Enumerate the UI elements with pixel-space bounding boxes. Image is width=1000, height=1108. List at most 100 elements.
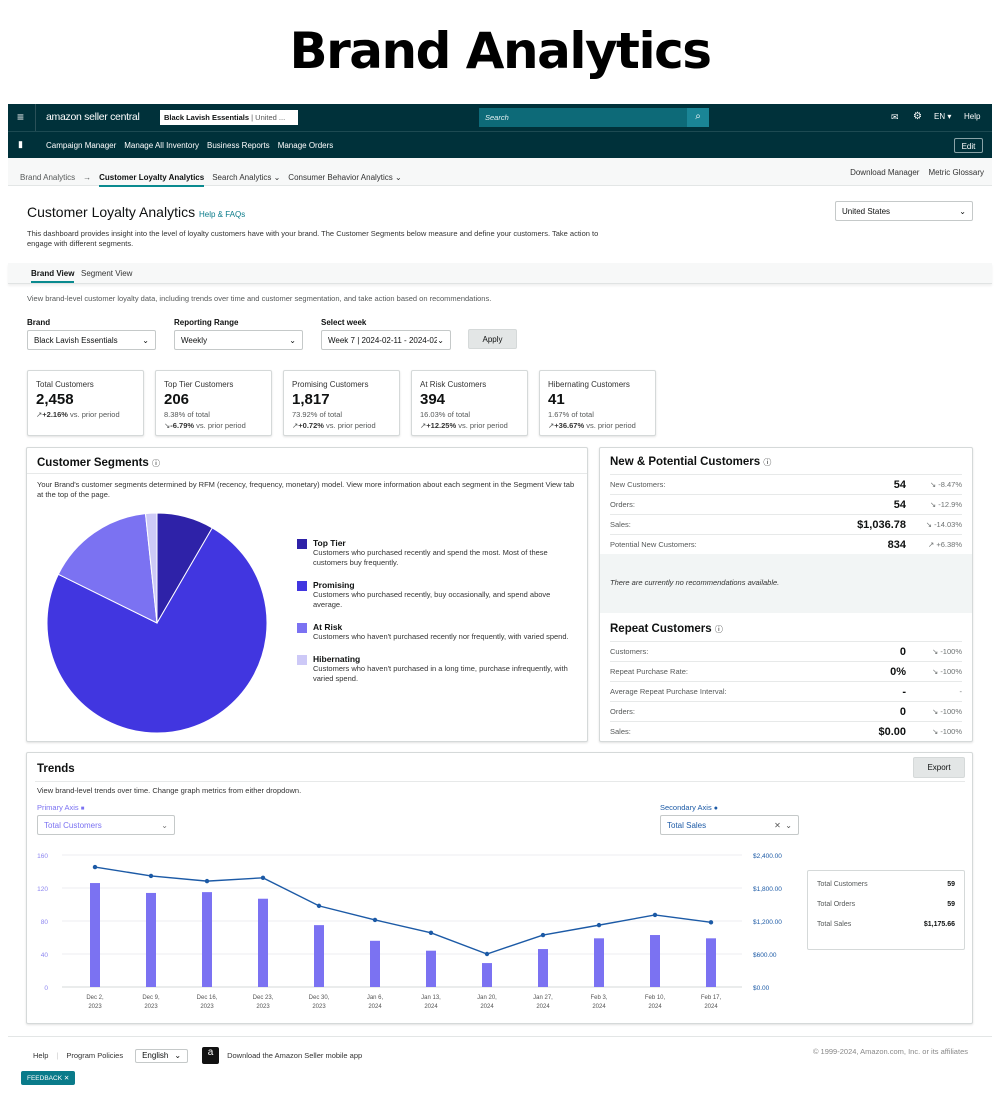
- help-link[interactable]: Help: [964, 112, 981, 121]
- line-point[interactable]: [596, 922, 602, 928]
- bar[interactable]: [594, 938, 604, 987]
- gear-icon[interactable]: ⚙: [913, 111, 922, 122]
- line-point[interactable]: [260, 875, 266, 881]
- trend-up-icon: ↗: [420, 421, 427, 430]
- footer-program-policies-link[interactable]: Program Policies: [66, 1051, 124, 1060]
- line-point[interactable]: [652, 912, 658, 918]
- line-point[interactable]: [204, 878, 210, 884]
- brand-label: Brand: [27, 318, 51, 327]
- kpi-change-value: +2.16%: [42, 410, 68, 419]
- bar[interactable]: [146, 892, 156, 987]
- info-icon[interactable]: ⓘ: [714, 625, 723, 634]
- clear-icon[interactable]: ✕ ⌄: [774, 820, 792, 830]
- x-tick-year: 2024: [424, 1004, 438, 1010]
- help-faqs-link[interactable]: Help & FAQs: [198, 210, 246, 219]
- edit-button[interactable]: Edit: [954, 138, 983, 153]
- metric-value: 834: [887, 538, 906, 551]
- mobile-app-link[interactable]: Download the Amazon Seller mobile app: [227, 1051, 363, 1060]
- nav-manage-orders[interactable]: Manage Orders: [277, 141, 334, 150]
- bar[interactable]: [370, 940, 380, 987]
- info-icon[interactable]: ⓘ: [152, 459, 161, 468]
- line-point[interactable]: [372, 917, 378, 923]
- legend-desc: Customers who haven't purchased recently…: [313, 632, 569, 641]
- language-value: English: [142, 1051, 169, 1060]
- kpi-card[interactable]: Top Tier Customers 206 8.38% of total ↘-6.7…: [155, 370, 272, 436]
- kpi-share: 1.67% of total: [548, 410, 594, 419]
- nav-manage-inventory[interactable]: Manage All Inventory: [124, 141, 199, 150]
- pie-slice-hibernating[interactable]: [144, 512, 158, 624]
- bar[interactable]: [314, 925, 324, 987]
- reporting-range-select[interactable]: Weekly ⌄: [174, 330, 303, 350]
- nav-campaign-manager[interactable]: Campaign Manager: [46, 141, 117, 150]
- metric-row: Orders: 0 ↘ -100%: [610, 701, 962, 721]
- feedback-button[interactable]: FEEDBACK ✕: [21, 1071, 76, 1085]
- country-select[interactable]: United States ⌄: [835, 201, 973, 221]
- metric-label: Sales:: [610, 520, 631, 529]
- consumer-behavior-menu[interactable]: Consumer Behavior Analytics ⌄: [288, 173, 402, 182]
- trend-down-icon: ↘: [164, 421, 171, 430]
- line-point[interactable]: [92, 864, 98, 870]
- search-input[interactable]: Search: [479, 108, 687, 127]
- search-analytics-menu[interactable]: Search Analytics ⌄: [212, 173, 281, 182]
- search-icon[interactable]: ⌕: [687, 108, 709, 127]
- kpi-card[interactable]: Hibernating Customers 41 1.67% of total ↗+3…: [539, 370, 656, 436]
- brand-value: Black Lavish Essentials: [34, 335, 118, 345]
- account-switcher[interactable]: Black Lavish Essentials | United ...: [160, 110, 298, 125]
- bar[interactable]: [482, 963, 492, 987]
- line-point[interactable]: [708, 920, 714, 925]
- line-point[interactable]: [316, 903, 322, 909]
- trends-title: Trends: [37, 763, 75, 775]
- line-point[interactable]: [484, 951, 490, 957]
- y-tick-label: 80: [41, 919, 49, 926]
- metric-glossary-link[interactable]: Metric Glossary: [928, 168, 984, 177]
- brand-select[interactable]: Black Lavish Essentials ⌄: [27, 330, 156, 350]
- line-point[interactable]: [428, 930, 434, 936]
- export-button[interactable]: Export: [913, 757, 965, 778]
- kpi-card[interactable]: At Risk Customers 394 16.03% of total ↗+12.…: [411, 370, 528, 436]
- kpi-card[interactable]: Promising Customers 1,817 73.92% of total ↗…: [283, 370, 400, 436]
- amazon-app-icon[interactable]: a: [202, 1047, 220, 1064]
- segments-title-text: Customer Segments: [37, 457, 149, 469]
- mail-icon[interactable]: ✉: [891, 112, 899, 122]
- x-tick-label: Jan 27,: [533, 995, 553, 1001]
- apply-button[interactable]: Apply: [468, 329, 517, 349]
- pie-slice-promising[interactable]: [46, 527, 268, 734]
- metric-change-value: -100%: [940, 707, 962, 716]
- bar[interactable]: [538, 949, 548, 987]
- x-tick-year: 2024: [592, 1004, 606, 1010]
- logo[interactable]: amazon seller central: [46, 111, 140, 123]
- kpi-share: 8.38% of total: [164, 410, 210, 419]
- trend-up-icon: ↗: [927, 540, 937, 549]
- bar[interactable]: [90, 883, 100, 987]
- tab-segment-view[interactable]: Segment View: [81, 269, 133, 278]
- breadcrumb-brand-analytics[interactable]: Brand Analytics: [20, 173, 76, 182]
- line-point[interactable]: [540, 932, 546, 938]
- search-analytics-label: Search Analytics: [212, 173, 272, 182]
- trend-up-icon: ↗: [292, 421, 299, 430]
- week-select[interactable]: Week 7 | 2024-02-11 - 2024-02- ⌄: [321, 330, 451, 350]
- bar[interactable]: [706, 938, 716, 987]
- footer-help-link[interactable]: Help: [33, 1051, 49, 1060]
- pie-slice-at-risk[interactable]: [57, 513, 158, 624]
- metric-row: Customers: 0 ↘ -100%: [610, 641, 962, 661]
- bookmark-icon[interactable]: ▮: [18, 139, 23, 149]
- language-menu[interactable]: EN ▾: [934, 112, 952, 121]
- bar[interactable]: [258, 898, 268, 987]
- kpi-value: 206: [164, 391, 190, 408]
- info-icon[interactable]: ⓘ: [763, 458, 772, 467]
- nav-business-reports[interactable]: Business Reports: [206, 141, 270, 150]
- menu-icon[interactable]: ≡: [17, 110, 25, 124]
- tab-brand-view[interactable]: Brand View: [31, 269, 75, 283]
- bar[interactable]: [202, 892, 212, 987]
- line-point[interactable]: [148, 873, 154, 879]
- download-manager-link[interactable]: Download Manager: [850, 168, 920, 177]
- breadcrumb-current[interactable]: Customer Loyalty Analytics: [99, 173, 205, 187]
- kpi-card[interactable]: Total Customers 2,458 ↗+2.16% vs. prior pe…: [27, 370, 144, 436]
- bar[interactable]: [650, 935, 660, 987]
- secondary-axis-select[interactable]: Total Sales ✕ ⌄: [660, 815, 799, 835]
- y2-tick-label: $2,400.00: [753, 853, 782, 860]
- page-description: This dashboard provides insight into the…: [27, 229, 599, 248]
- primary-axis-select[interactable]: Total Customers ⌄: [37, 815, 175, 835]
- bar[interactable]: [426, 950, 436, 987]
- footer-language-select[interactable]: English ⌄: [135, 1048, 189, 1063]
